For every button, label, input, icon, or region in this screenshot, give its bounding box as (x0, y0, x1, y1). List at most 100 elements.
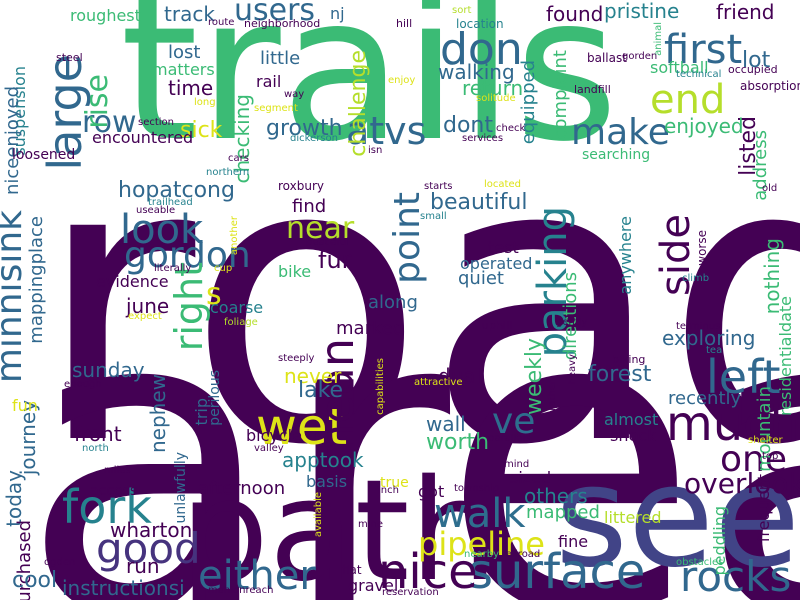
word-valley: valley (254, 443, 284, 454)
word-gently: gently (556, 317, 588, 328)
word-friend: friend (716, 0, 775, 24)
word-afternoon: afternoon (198, 478, 286, 499)
word-parallels: parallels (488, 433, 531, 444)
word-dual: dual (438, 364, 482, 388)
word-rail: rail (256, 72, 282, 91)
word-inch: inch (378, 485, 399, 496)
word-section: section (138, 117, 175, 128)
word-find: find (292, 196, 327, 217)
word-users: users (234, 0, 316, 28)
word-flat: flat (342, 563, 362, 577)
word-evidence: evidence (96, 272, 169, 291)
word-uphill: uphill (482, 319, 513, 332)
word-exploring: exploring (662, 326, 756, 350)
word-marked: marked (336, 318, 405, 339)
word-steel: steel (56, 51, 83, 64)
word-area: area (20, 220, 800, 600)
word-anywhere: anywhere (616, 216, 635, 295)
word-walk: walk (434, 491, 526, 537)
word-little: little (260, 48, 301, 69)
word-run: run (126, 554, 160, 578)
word-first: first (664, 27, 743, 73)
word-miles: miles (104, 465, 131, 476)
word-roxbury: roxbury (278, 179, 325, 193)
word-hill: hill (396, 17, 413, 30)
word-perilous: perilous (207, 370, 223, 426)
word-small: small (420, 211, 447, 222)
word-access: access (90, 483, 138, 499)
word-solitude: solitude (476, 93, 516, 104)
word-road: road (35, 76, 800, 530)
word-complaint: complaint (550, 50, 571, 140)
word-test: test (488, 238, 519, 257)
word-gordon: gordon (124, 235, 251, 276)
word-obstacles: obstacles (676, 557, 724, 568)
word-bike: bike (278, 262, 312, 281)
word-operated: operated (460, 254, 533, 273)
word-ogden: ogden (44, 557, 76, 568)
word-residentialdate: residentialdate (776, 296, 795, 417)
word-either: either (198, 553, 316, 599)
word-niceenjoyed: niceenjoyed (2, 86, 23, 196)
word-reservation: reservation (382, 587, 439, 598)
word-littered: littered (604, 508, 662, 527)
word-animal: animal (653, 22, 664, 56)
word-rocks: rocks (680, 552, 792, 600)
word-pipeline: pipeline (418, 525, 545, 563)
word-neighborhood: neighborhood (244, 17, 321, 30)
word-worth: worth (426, 430, 490, 455)
word-mappingplace: mappingplace (26, 216, 47, 344)
word-unlawfully: unlawfully (173, 452, 189, 524)
word-instructionsi: instructionsi (62, 576, 185, 600)
word-occupied: occupied (728, 63, 778, 76)
word-check: check (496, 123, 526, 134)
word-walking: walking (438, 60, 515, 84)
word-landfill: landfill (574, 83, 611, 96)
word-northern: northern (206, 167, 250, 178)
word-near: near (286, 211, 355, 246)
word-one: one (720, 439, 787, 480)
word-north: north (82, 443, 109, 454)
word-peaceful: peaceful (306, 237, 349, 248)
word-route: route (208, 17, 235, 28)
word-wall: wall (426, 412, 466, 436)
word-recently: recently (668, 388, 742, 409)
word-way: way (284, 89, 305, 100)
word-sized: sized (510, 468, 552, 487)
word-matters: matters (152, 60, 215, 79)
word-never: never (284, 364, 342, 388)
word-township: township (454, 483, 500, 494)
word-mind: mind (504, 459, 530, 470)
word-hopatcong: hopatcong (118, 178, 235, 203)
word-challenge: challenge (346, 50, 371, 157)
word-don: don (440, 24, 523, 75)
word-dickerson: dickerson (290, 133, 338, 144)
word-top: top (762, 451, 779, 462)
word-biking: biking (612, 353, 646, 366)
word-surface: surface (468, 544, 646, 600)
word-lake: lake (298, 378, 344, 403)
word-loosened: loosened (12, 147, 76, 163)
word-bicycle: bicycle (246, 426, 302, 445)
word-look: look (120, 207, 204, 253)
word-absorption: absorption (740, 79, 800, 93)
word-wet: wet (256, 398, 348, 456)
word-today: today (2, 470, 26, 527)
word-time: time (168, 76, 214, 100)
word-path: path (180, 450, 499, 600)
word-front: front (74, 422, 122, 446)
word-starts: starts (424, 181, 453, 192)
word-trails: trails (120, 0, 619, 186)
word-along: along (368, 292, 418, 313)
word-searching: searching (582, 147, 651, 163)
word-expect: expect (128, 311, 162, 322)
word-technical: technical (676, 69, 722, 80)
word-found: found (546, 2, 604, 26)
word-gorden: gorden (622, 51, 658, 62)
word-growth: growth (266, 116, 343, 141)
word-mapped: mapped (526, 502, 600, 523)
word-softball: softball (650, 58, 709, 77)
word-heavy: heavy (567, 354, 578, 385)
word-enjoy: enjoy (388, 75, 416, 86)
